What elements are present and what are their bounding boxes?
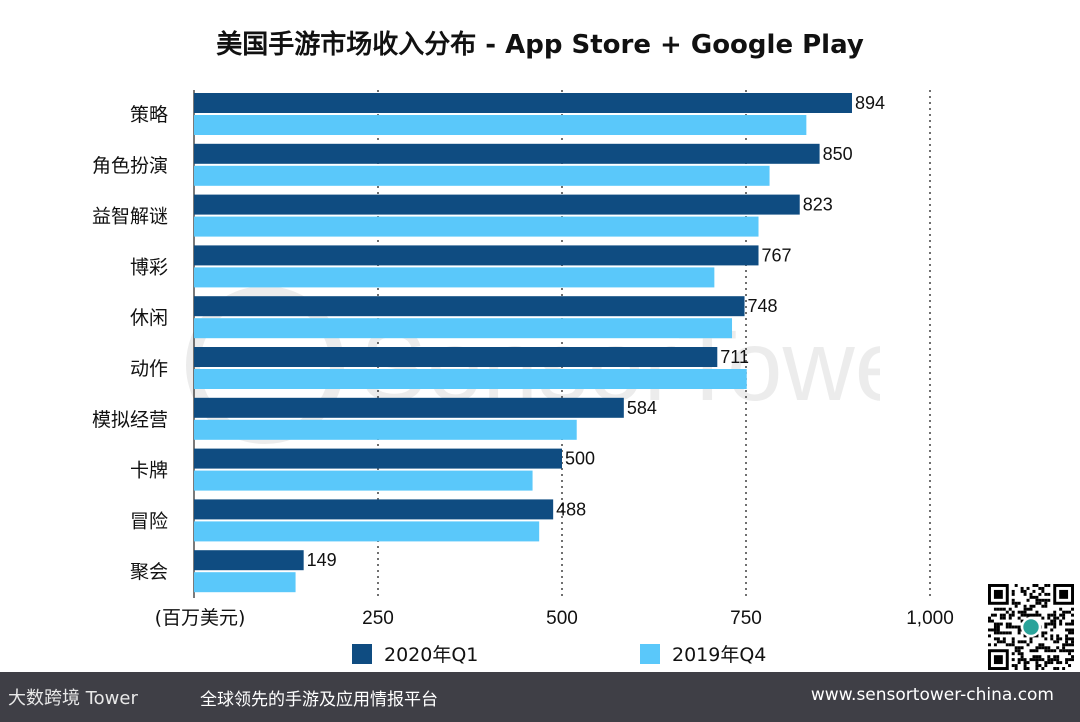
bar-secondary bbox=[194, 521, 540, 542]
legend-label: 2020年Q1 bbox=[384, 644, 479, 666]
category-label: 聚会 bbox=[130, 561, 168, 583]
data-label: 488 bbox=[556, 499, 586, 519]
bar-primary bbox=[194, 499, 554, 520]
bar-primary bbox=[194, 448, 562, 469]
bar-secondary bbox=[194, 115, 807, 135]
chart-title: 美国手游市场收入分布 - App Store + Google Play bbox=[216, 30, 864, 60]
bar-primary bbox=[194, 397, 624, 418]
category-label: 益智解谜 bbox=[92, 206, 168, 228]
legend-label: 2019年Q4 bbox=[672, 644, 767, 666]
category-label: 策略 bbox=[130, 104, 168, 126]
legend-item: 2020年Q1 bbox=[352, 640, 478, 667]
bar-secondary bbox=[194, 470, 533, 491]
bar-secondary bbox=[194, 216, 759, 237]
bar-secondary bbox=[194, 165, 770, 186]
bar-primary bbox=[194, 550, 304, 571]
data-label: 500 bbox=[565, 449, 595, 469]
data-label: 149 bbox=[307, 550, 337, 570]
data-label: 748 bbox=[748, 296, 778, 316]
bar-secondary bbox=[194, 572, 296, 593]
bar-secondary bbox=[194, 318, 733, 339]
bar-secondary bbox=[194, 419, 577, 440]
footer-url[interactable]: www.sensortower-china.com bbox=[810, 685, 1054, 705]
data-label: 584 bbox=[627, 398, 657, 418]
footer-bar: 大数跨境 Tower 全球领先的手游及应用情报平台 www.sensortowe… bbox=[0, 672, 1080, 722]
category-label: 博彩 bbox=[130, 256, 168, 278]
category-label: 冒险 bbox=[130, 510, 168, 532]
data-label: 711 bbox=[720, 347, 749, 367]
legend-item: 2019年Q4 bbox=[640, 640, 766, 667]
x-axis-label: (百万美元) bbox=[155, 607, 246, 629]
x-tick-label: 500 bbox=[546, 608, 578, 629]
bar-secondary bbox=[194, 267, 715, 288]
category-label: 动作 bbox=[130, 358, 168, 380]
bar-secondary bbox=[194, 369, 747, 389]
bar-primary bbox=[194, 143, 820, 164]
bar-chart: 策略 894 角色扮演 850 益智解谜 823 博彩 767 休闲 748 动作 711 模拟经营 58… bbox=[92, 90, 954, 629]
bar-primary bbox=[194, 245, 759, 266]
data-label: 823 bbox=[803, 195, 833, 215]
x-tick-label: 1,000 bbox=[906, 608, 954, 629]
chart-legend: 2020年Q1 2019年Q4 bbox=[0, 640, 1080, 670]
data-label: 767 bbox=[762, 245, 792, 265]
legend-swatch bbox=[352, 643, 372, 664]
category-label: 模拟经营 bbox=[92, 409, 168, 431]
category-label: 休闲 bbox=[130, 307, 168, 329]
bar-primary bbox=[194, 296, 745, 317]
x-tick-label: 750 bbox=[730, 608, 762, 629]
data-label: 894 bbox=[855, 93, 885, 113]
legend-swatch bbox=[640, 643, 660, 664]
x-tick-label: 250 bbox=[362, 608, 394, 629]
data-label: 850 bbox=[823, 144, 853, 164]
footer-slogan: 全球领先的手游及应用情报平台 bbox=[200, 690, 438, 710]
category-label: 角色扮演 bbox=[92, 155, 168, 177]
bar-primary bbox=[194, 194, 800, 215]
category-label: 卡牌 bbox=[130, 460, 168, 482]
footer-brand: 大数跨境 Tower bbox=[8, 688, 138, 709]
qr-code-icon bbox=[988, 584, 1074, 670]
bar-primary bbox=[194, 93, 852, 113]
bar-primary bbox=[194, 347, 718, 367]
